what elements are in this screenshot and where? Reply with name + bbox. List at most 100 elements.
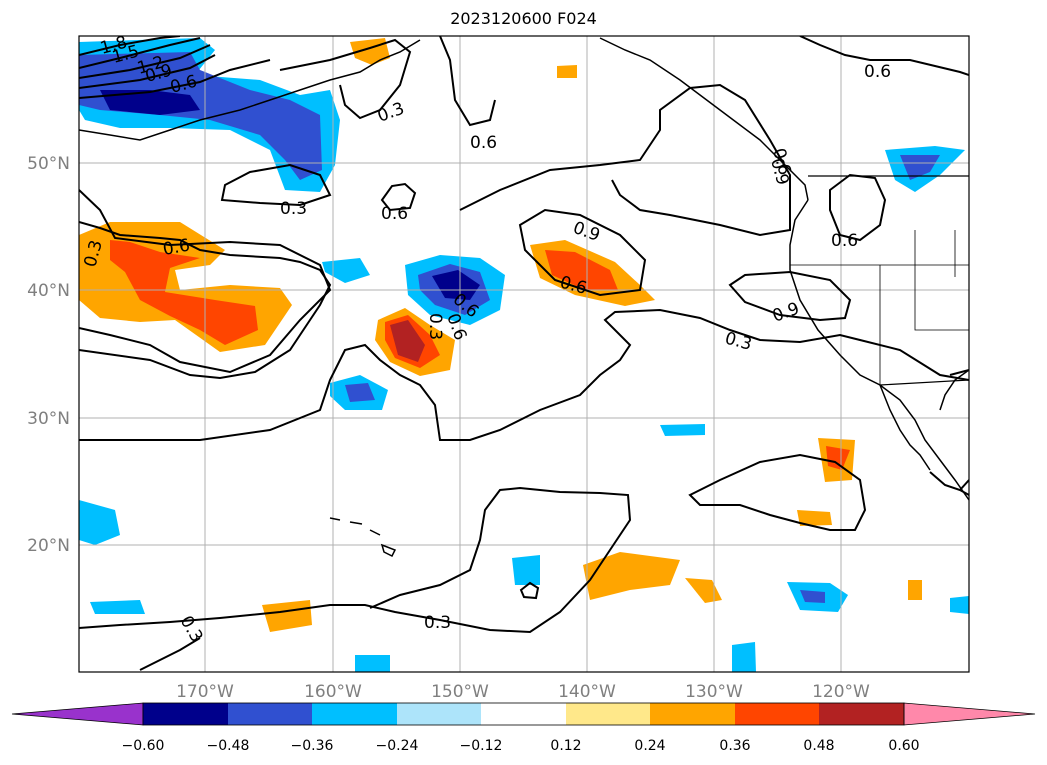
colorbar-bin xyxy=(143,703,228,725)
contour-label: 0.6 xyxy=(161,236,191,260)
colorbar-bin xyxy=(650,703,735,725)
negative-area-small-4 xyxy=(79,500,120,545)
coastline-canada xyxy=(599,37,809,201)
contour-0.3-main xyxy=(79,221,332,380)
colorbar-bin xyxy=(481,703,566,725)
coastline-us-west xyxy=(789,199,969,501)
contour-label: 0.3 xyxy=(723,329,754,355)
colorbar-tick: −0.12 xyxy=(460,738,503,754)
contour-label: 0.3 xyxy=(424,613,451,633)
positive-area-small-4 xyxy=(262,600,312,632)
contour-0.9-west xyxy=(79,189,332,374)
positive-area-small-5 xyxy=(685,578,722,603)
positive-area-small-8 xyxy=(908,580,922,600)
colorbar-tick: 0.60 xyxy=(888,738,919,754)
colorbar-bin xyxy=(819,703,904,725)
colorbar-tick: −0.36 xyxy=(291,738,334,754)
contour-0.6-center xyxy=(439,36,496,127)
longitude-tick: 150°W xyxy=(431,682,489,702)
negative-area-small-3-inner xyxy=(900,155,940,180)
latitude-axis: 50°N 40°N 30°N 20°N xyxy=(27,154,70,556)
contour-0.6-northeast xyxy=(799,36,969,76)
contour-label: 0.3 xyxy=(425,313,445,340)
state-borders xyxy=(790,230,969,385)
contour-label: 0.6 xyxy=(831,231,858,251)
contour-label: 0.6 xyxy=(381,204,408,224)
contour-lines xyxy=(79,36,969,671)
longitude-tick: 170°W xyxy=(176,682,234,702)
contour-1.2 xyxy=(79,44,211,79)
colorbar-ticks: −0.60 −0.48 −0.36 −0.24 −0.12 0.12 0.24 … xyxy=(122,738,920,754)
negative-area-small-11 xyxy=(950,596,969,614)
positive-area-small-3 xyxy=(583,552,680,600)
negative-area-small-10 xyxy=(355,655,390,672)
contour-1.8 xyxy=(79,36,181,56)
colorbar-tick: −0.48 xyxy=(207,738,250,754)
negative-area-gulf-alaska-core xyxy=(100,90,200,115)
colorbar-frame xyxy=(142,702,905,726)
latitude-tick: 50°N xyxy=(27,154,70,174)
longitude-axis: 170°W 160°W 150°W 140°W 130°W 120°W xyxy=(176,682,870,702)
latitude-tick: 20°N xyxy=(27,536,70,556)
coastlines xyxy=(79,37,969,558)
contour-0.3-south xyxy=(79,486,632,634)
contour-1.5 xyxy=(79,37,201,69)
contour-label: 0.3 xyxy=(176,613,207,646)
contour-0.6-small xyxy=(380,182,417,212)
contour-0.6-southwest xyxy=(79,308,969,441)
longitude-tick: 130°W xyxy=(685,682,743,702)
coastline-baja xyxy=(879,384,931,471)
contour-label: 0.6 xyxy=(470,133,497,153)
hawaii-islands xyxy=(329,517,397,558)
latitude-tick: 30°N xyxy=(27,409,70,429)
contour-lower-left xyxy=(139,637,201,671)
colorbar-bin xyxy=(312,703,397,725)
positive-area-central-core xyxy=(390,320,425,362)
map-plot-area: 1.8 1.5 1.2 0.9 0.6 0.3 0.6 0.3 0.6 0.3 … xyxy=(79,33,969,672)
contour-0.3-far-se xyxy=(929,471,969,496)
colorbar-tick: −0.24 xyxy=(376,738,419,754)
coastline-mexico xyxy=(939,369,969,411)
negative-area-small-9 xyxy=(660,424,705,436)
negative-area-small-2-inner xyxy=(345,383,375,402)
contour-labels: 1.8 1.5 1.2 0.9 0.6 0.3 0.6 0.3 0.6 0.3 … xyxy=(81,33,892,646)
latitude-tick: 40°N xyxy=(27,281,70,301)
contour-0.6-east xyxy=(459,83,791,237)
contour-lower-small xyxy=(519,581,540,600)
colorbar-tick: 0.12 xyxy=(550,738,581,754)
contour-label: 0.9 xyxy=(770,299,802,327)
colorbar-bin xyxy=(397,703,481,725)
negative-area-gulf-alaska-inner xyxy=(79,52,322,180)
colorbar-extend-low xyxy=(11,702,144,726)
positive-area-east-inner xyxy=(545,250,618,290)
contour-se-corner xyxy=(949,369,969,491)
longitude-tick: 120°W xyxy=(812,682,870,702)
map-frame xyxy=(78,35,970,673)
contour-0.9-north xyxy=(79,54,216,89)
contour-0.6-north xyxy=(79,59,271,99)
colorbar-extend-high xyxy=(903,702,1036,726)
filled-anomaly-areas xyxy=(79,38,969,672)
contour-0.6-nevada xyxy=(829,173,887,242)
positive-area-small-6-inner xyxy=(826,446,850,470)
contour-label: 0.6 xyxy=(864,62,891,82)
map-title: 2023120600 F024 xyxy=(450,9,597,28)
colorbar-bin xyxy=(566,703,650,725)
negative-area-small-5-inner xyxy=(800,590,825,603)
longitude-tick: 140°W xyxy=(558,682,616,702)
positive-area-small-2 xyxy=(557,65,577,78)
contour-0.9-east xyxy=(518,208,647,297)
colorbar-tick: −0.60 xyxy=(122,738,165,754)
positive-area-west-inner xyxy=(110,240,258,345)
colorbar-tick: 0.24 xyxy=(634,738,665,754)
contour-label: 1.8 xyxy=(98,33,129,59)
contour-0.3-north xyxy=(279,38,412,120)
positive-area-small-7 xyxy=(797,510,832,526)
contour-0.3-westcentral xyxy=(220,163,332,207)
longitude-tick: 160°W xyxy=(304,682,362,702)
negative-area-small-6 xyxy=(732,642,756,672)
negative-area-small-1 xyxy=(322,258,370,283)
colorbar: −0.60 −0.48 −0.36 −0.24 −0.12 0.12 0.24 … xyxy=(11,702,1036,754)
contour-0.9-east-small xyxy=(728,270,852,322)
